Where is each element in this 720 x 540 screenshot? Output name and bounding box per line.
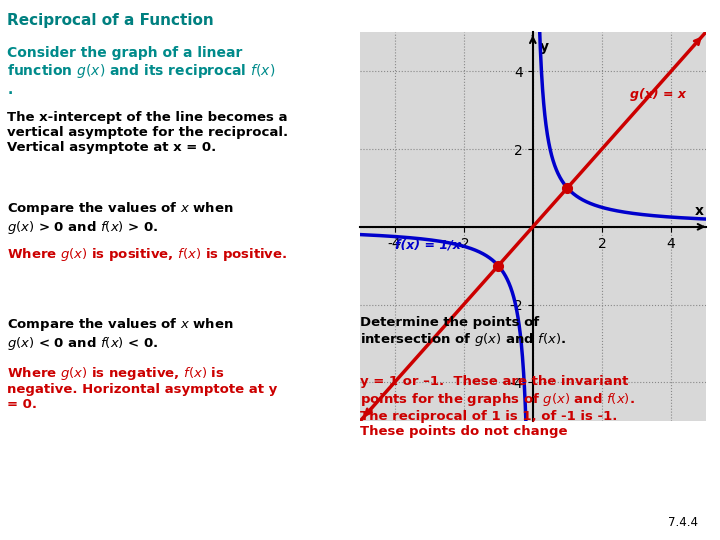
Text: Compare the values of $x$ when
$g(x)$ < 0 and $f(x)$ < 0.: Compare the values of $x$ when $g(x)$ < …	[7, 316, 234, 352]
Text: y = 1 or –1.  These are the invariant
points for the graphs of $g(x)$ and $f(x)$: y = 1 or –1. These are the invariant poi…	[360, 375, 635, 438]
Text: 7.4.4: 7.4.4	[668, 516, 698, 529]
Text: Determine the points of
intersection of $g(x)$ and $f(x)$.: Determine the points of intersection of …	[360, 316, 567, 348]
Text: Consider the graph of a linear
function $g(x)$ and its reciprocal $f(x)$
.: Consider the graph of a linear function …	[7, 46, 276, 97]
Text: Where $g(x)$ is positive, $f(x)$ is positive.: Where $g(x)$ is positive, $f(x)$ is posi…	[7, 246, 287, 262]
Text: The x-intercept of the line becomes a
vertical asymptote for the reciprocal.
Ver: The x-intercept of the line becomes a ve…	[7, 111, 288, 154]
Text: g(x) = x: g(x) = x	[629, 89, 685, 102]
Text: x: x	[696, 204, 704, 218]
Text: f(x) = 1/x: f(x) = 1/x	[395, 238, 460, 251]
Text: Compare the values of $x$ when
$g(x)$ > 0 and $f(x)$ > 0.: Compare the values of $x$ when $g(x)$ > …	[7, 200, 234, 236]
Text: y: y	[540, 40, 549, 54]
Text: Where $g(x)$ is negative, $f(x)$ is
negative. Horizontal asymptote at y
= 0.: Where $g(x)$ is negative, $f(x)$ is nega…	[7, 364, 277, 411]
Text: Reciprocal of a Function: Reciprocal of a Function	[7, 14, 214, 29]
